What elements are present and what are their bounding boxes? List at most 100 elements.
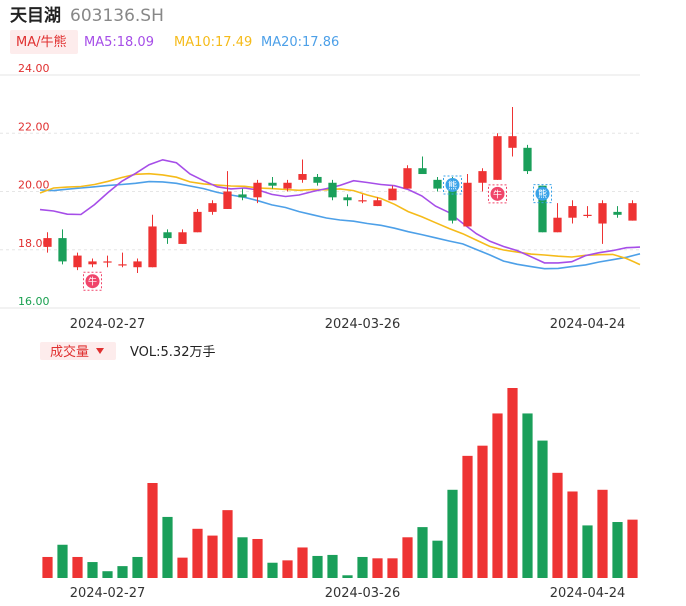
candle [133, 258, 142, 274]
signal-label: 牛 [88, 276, 97, 288]
stock-code: 603136.SH [70, 6, 164, 26]
volume-x-tick-label: 2024-02-27 [70, 586, 146, 601]
candle [583, 206, 592, 218]
candle [178, 229, 187, 244]
candle [328, 179, 337, 201]
bull-signal-icon[interactable]: 牛 [488, 184, 507, 204]
bull-signal-icon[interactable]: 牛 [83, 271, 102, 291]
candle [388, 185, 397, 201]
chevron-down-icon[interactable] [96, 348, 104, 354]
candle [313, 174, 322, 186]
volume-bar [372, 558, 383, 578]
candle [223, 171, 232, 209]
candle [613, 206, 622, 218]
volume-bar [597, 489, 608, 578]
bear-signal-icon[interactable]: 熊 [533, 184, 552, 204]
volume-button[interactable]: 成交量 [50, 344, 89, 360]
volume-bar [162, 516, 173, 578]
ma-button[interactable]: MA/牛熊 [16, 34, 67, 50]
candle [373, 197, 382, 207]
ma5-line [39, 158, 641, 264]
volume-bar [117, 566, 128, 578]
volume-x-tick-label: 2024-04-24 [550, 586, 626, 601]
volume-bar [417, 527, 428, 578]
candle [598, 200, 607, 244]
candle [268, 176, 277, 189]
volume-panel: 2024-02-27 2024-03-26 2024-04-24 [42, 388, 638, 601]
candle [298, 159, 307, 183]
volume-bar [582, 525, 593, 578]
volume-bar [537, 440, 548, 578]
x-tick-label: 2024-03-26 [325, 317, 401, 332]
candle [43, 232, 52, 253]
candle [523, 144, 532, 175]
volume-bar [447, 489, 458, 578]
volume-bar [267, 562, 278, 578]
volume-bar [252, 538, 263, 578]
volume-button-bg[interactable] [40, 342, 116, 360]
volume-bar [342, 575, 353, 578]
candle [478, 168, 487, 192]
candle [88, 258, 97, 268]
candle [103, 255, 112, 268]
vol-label: VOL:5.32万手 [130, 345, 215, 360]
ma10-line [39, 172, 641, 266]
candle [238, 188, 247, 201]
candle [433, 176, 442, 192]
candle [193, 208, 202, 233]
candle [58, 229, 67, 265]
volume-bar [312, 555, 323, 578]
candle [253, 179, 262, 204]
volume-bar [132, 556, 143, 578]
volume-bar [507, 388, 518, 578]
volume-bar [177, 557, 188, 578]
candle [118, 252, 127, 268]
candle [73, 252, 82, 271]
volume-bar [72, 556, 83, 578]
volume-bar [567, 491, 578, 578]
y-tick-label: 22.00 [18, 120, 50, 133]
volume-bar [147, 483, 158, 578]
volume-bar [402, 537, 413, 578]
volume-x-tick-label: 2024-03-26 [325, 586, 401, 601]
candle [418, 156, 427, 175]
volume-bar [87, 562, 98, 578]
volume-bar [462, 455, 473, 578]
volume-bar [357, 556, 368, 578]
candle [358, 194, 367, 204]
candle [628, 200, 637, 221]
volume-bar [192, 528, 203, 578]
candle [403, 165, 412, 189]
volume-bar [297, 547, 308, 578]
signal-label: 熊 [448, 179, 457, 191]
candle [148, 214, 157, 268]
volume-bar [432, 540, 443, 578]
y-tick-label: 20.00 [18, 179, 50, 192]
candle [493, 133, 502, 180]
volume-bar [612, 522, 623, 578]
candle [208, 200, 217, 215]
volume-bar [552, 472, 563, 578]
ma5-label: MA5:18.09 [84, 35, 154, 50]
candle [163, 229, 172, 244]
ma-button-bg[interactable] [10, 30, 78, 54]
volume-bar [492, 413, 503, 578]
candle [463, 174, 472, 227]
signal-label: 牛 [493, 188, 502, 200]
ma20-label: MA20:17.86 [261, 35, 339, 50]
ma20-line [39, 180, 641, 270]
candle [508, 107, 517, 157]
volume-bar [42, 556, 53, 578]
y-tick-label: 16.00 [18, 295, 50, 308]
volume-bar [237, 537, 248, 578]
bear-signal-icon[interactable]: 熊 [443, 175, 462, 195]
stock-name: 天目湖 [10, 6, 61, 26]
candle [568, 200, 577, 224]
volume-bar [207, 535, 218, 578]
x-tick-label: 2024-02-27 [70, 317, 146, 332]
candle [343, 194, 352, 207]
volume-bar [102, 571, 113, 578]
candle [553, 203, 562, 233]
